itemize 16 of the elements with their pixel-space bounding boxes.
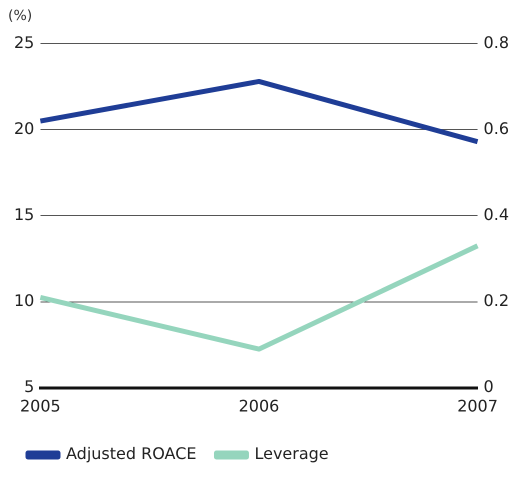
y2-tick-label: 0.2 [484, 290, 510, 310]
y-tick-label: 15 [14, 204, 34, 224]
y-tick-label: 5 [24, 376, 34, 396]
y2-tick-label: 0 [484, 376, 494, 396]
y2-tick-label: 0.8 [484, 32, 510, 52]
y-tick-label: 25 [14, 32, 34, 52]
legend-label: Leverage [254, 444, 329, 464]
legend-label: Adjusted ROACE [66, 444, 196, 464]
y2-tick-label: 0.6 [484, 118, 510, 138]
y-tick-label: 20 [14, 118, 34, 138]
y-axis-title: (%) [8, 8, 34, 26]
x-tick-label: 2005 [20, 396, 61, 416]
x-tick-label: 2006 [238, 396, 280, 416]
y-tick-label: 10 [14, 290, 34, 310]
x-tick-label: 2007 [457, 396, 498, 416]
y2-tick-label: 0.4 [484, 204, 510, 224]
